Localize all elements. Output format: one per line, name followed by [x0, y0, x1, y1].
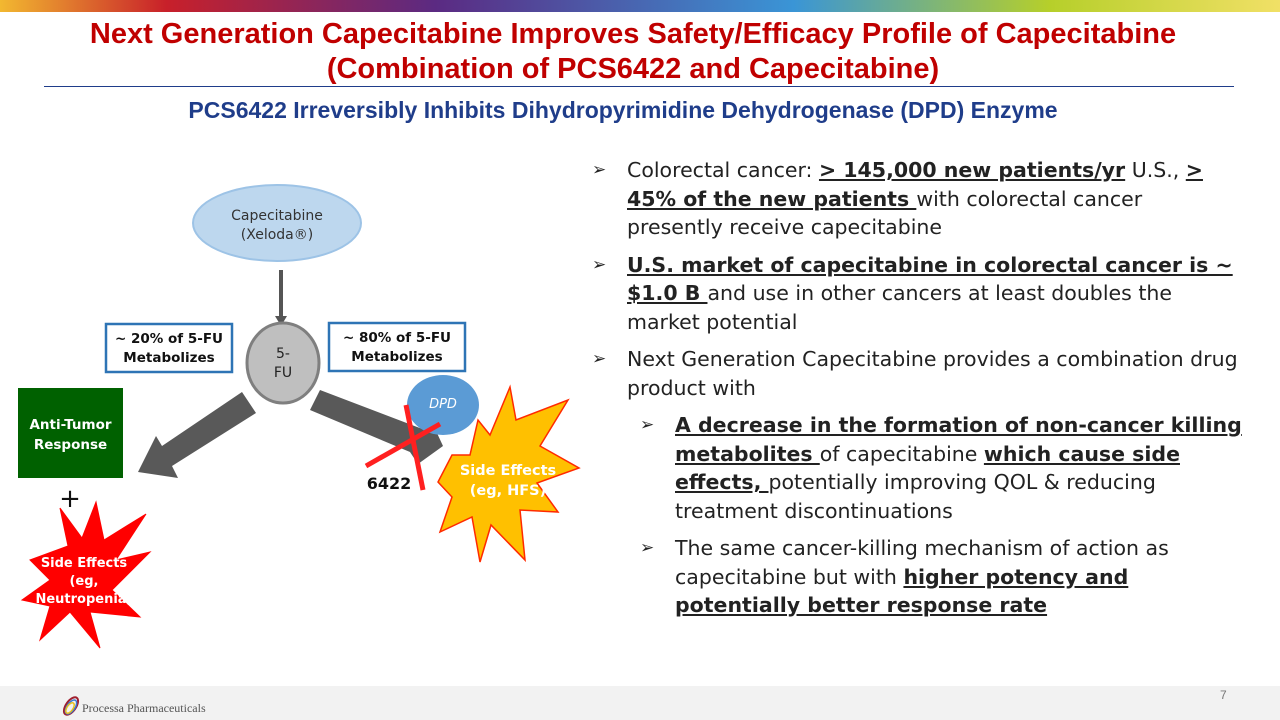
bullet-text: potentially improving QOL & reducing tre… — [675, 470, 1156, 523]
inhibition-cross-stroke-1 — [364, 421, 442, 469]
down-arrow-head — [275, 316, 287, 326]
plus-sign: + — [59, 484, 81, 514]
5fu-node — [245, 321, 321, 405]
left-percent-text-2: Metabolizes — [123, 350, 215, 366]
neutropenia-text-1: Side Effects — [40, 556, 128, 571]
right-arrow — [310, 390, 443, 464]
emphasis-text: > 145,000 new patients/yr — [818, 158, 1126, 182]
hfs-text-1: Side Effects — [459, 463, 557, 479]
title-line-1: Next Generation Capecitabine Improves Sa… — [89, 18, 1177, 50]
neutropenia-starburst — [20, 500, 152, 649]
emphasis-text: > 45% of the new patients — [627, 158, 1203, 211]
arrow-bullet-icon: ➢ — [640, 415, 655, 435]
footer: Processa Pharmaceuticals 7 — [0, 686, 1280, 720]
emphasis-text: which cause side effects, — [675, 441, 1180, 495]
slide-title: Next Generation Capecitabine Improves Sa… — [0, 17, 1266, 87]
capecitabine-label: Capecitabine (Xeloda®) — [193, 207, 361, 245]
bullet-item: ➢ Next Generation Capecitabine provides a… — [592, 345, 1242, 402]
bullet-text: U.S., — [1125, 158, 1186, 182]
xeloda-text: (Xeloda®) — [240, 227, 314, 243]
5fu-text-1: 5- — [276, 346, 290, 362]
bullet-list: ➢ Colorectal cancer: > 145,000 new patien… — [592, 156, 1242, 629]
left-percent-box — [104, 322, 234, 374]
right-percent-box — [327, 321, 467, 373]
hfs-label: Side Effects (eg, HFS) — [448, 461, 568, 501]
arrow-bullet-icon: ➢ — [592, 254, 607, 275]
bullet-text: and use in other cancers at least double… — [627, 281, 1172, 334]
slide-subtitle: PCS6422 Irreversibly Inhibits Dihydropyr… — [188, 97, 1058, 123]
company-name: Processa Pharmaceuticals — [82, 701, 206, 715]
left-percent-label: ~ 20% of 5-FU Metabolizes — [106, 330, 232, 368]
bullet-text: of capecitabine — [819, 441, 984, 466]
bullet-text: Next Generation Capecitabine provides a … — [627, 347, 1238, 400]
inhibition-cross-stroke-2 — [403, 404, 426, 491]
mechanism-diagram — [18, 184, 581, 649]
capecitabine-text: Capecitabine — [231, 208, 323, 224]
5fu-label: 5- FU — [250, 345, 316, 383]
5fu-text-2: FU — [273, 365, 293, 381]
arrow-bullet-icon: ➢ — [640, 538, 655, 558]
bullet-text: Colorectal cancer: — [627, 158, 819, 182]
hfs-starburst — [437, 384, 581, 563]
left-arrow — [138, 392, 256, 478]
bullet-item: ➢ U.S. market of capecitabine in colorect… — [592, 251, 1242, 337]
anti-tumor-text-2: Response — [33, 437, 108, 453]
neutropenia-text-2: (eg, — [69, 574, 99, 589]
bullet-text: The same cancer-killing mechanism of act… — [675, 536, 1169, 589]
sub-bullet-item: ➢ A decrease in the formation of non-canc… — [640, 411, 1242, 525]
right-percent-text-1: ~ 80% of 5-FU — [342, 330, 452, 346]
dpd-node — [407, 375, 479, 435]
right-percent-text-2: Metabolizes — [351, 349, 443, 365]
hfs-text-2: (eg, HFS) — [469, 483, 547, 499]
anti-tumor-label: Anti-Tumor Response — [18, 415, 123, 455]
dpd-label: DPD — [429, 397, 457, 412]
emphasis-text: U.S. market of capecitabine in colorecta… — [627, 252, 1233, 306]
sub-bullet-item: ➢ The same cancer-killing mechanism of ac… — [640, 534, 1242, 620]
processa-logo-icon — [62, 696, 80, 716]
bullet-text: with colorectal cancer presently receive… — [627, 186, 1143, 240]
left-percent-text-1: ~ 20% of 5-FU — [114, 331, 224, 347]
arrow-bullet-icon: ➢ — [592, 349, 607, 369]
neutropenia-label: Side Effects (eg, Neutropenia) — [24, 555, 144, 609]
emphasis-text: A decrease in the formation of non-cance… — [675, 413, 1242, 466]
right-percent-label: ~ 80% of 5-FU Metabolizes — [329, 329, 465, 367]
anti-tumor-box — [18, 388, 123, 478]
top-gradient-bar — [0, 0, 1280, 12]
title-line-2: (Combination of PCS6422 and Capecitabine… — [326, 53, 940, 85]
inhibitor-label: 6422 — [366, 474, 412, 493]
arrow-bullet-icon: ➢ — [592, 160, 607, 180]
neutropenia-text-3: Neutropenia) — [35, 592, 133, 607]
anti-tumor-text-1: Anti-Tumor — [29, 417, 112, 433]
emphasis-text: higher potency and potentially better re… — [675, 564, 1129, 618]
title-divider — [44, 86, 1234, 87]
bullet-item: ➢ Colorectal cancer: > 145,000 new patien… — [592, 156, 1242, 242]
capecitabine-node — [192, 184, 362, 262]
page-number: 7 — [1220, 688, 1227, 702]
